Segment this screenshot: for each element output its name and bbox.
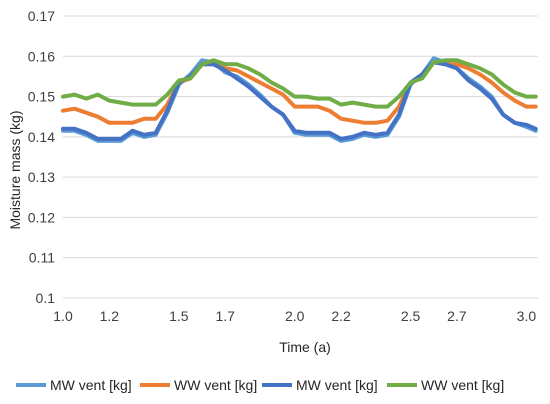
x-tick-label: 2.7 (447, 308, 467, 324)
legend: MW vent [kg] WW vent [kg] MW vent [kg] WW v… (16, 377, 504, 393)
y-tick-label: 0.16 (28, 48, 55, 64)
y-tick-label: 0.15 (28, 89, 55, 105)
x-tick-label: 1.0 (53, 308, 73, 324)
y-axis-title: Moisture mass (kg) (7, 110, 23, 229)
x-tick-label: 3.0 (517, 308, 537, 324)
x-tick-label: 2.5 (401, 308, 421, 324)
legend-label-1: MW vent [kg] (50, 377, 132, 393)
legend-label-2: WW vent [kg] (174, 377, 257, 393)
x-axis-tick-labels: 1.0 1.2 1.5 1.7 2.0 2.2 2.5 2.7 3.0 (53, 308, 536, 324)
y-tick-label: 0.1 (36, 290, 56, 306)
y-tick-label: 0.14 (28, 129, 55, 145)
gridlines (63, 15, 538, 299)
series-line-3 (61, 60, 538, 141)
legend-label-4: WW vent [kg] (421, 377, 504, 393)
y-tick-label: 0.13 (28, 169, 55, 185)
x-tick-label: 1.5 (169, 308, 189, 324)
y-tick-label: 0.12 (28, 209, 55, 225)
y-tick-label: 0.11 (29, 250, 55, 266)
series-line-2 (61, 60, 538, 125)
x-tick-label: 1.7 (215, 308, 235, 324)
x-tick-label: 2.2 (331, 308, 351, 324)
x-tick-label: 2.0 (285, 308, 305, 324)
y-axis-tick-labels: 0.1 0.11 0.12 0.13 0.14 0.15 0.16 0.17 (28, 8, 55, 306)
legend-label-3: MW vent [kg] (296, 377, 378, 393)
y-tick-label: 0.17 (28, 8, 55, 24)
series-lines (61, 56, 538, 143)
series-line-1 (61, 56, 538, 143)
series-line-4 (61, 58, 538, 109)
x-axis-title: Time (a) (279, 339, 331, 355)
x-tick-label: 1.2 (100, 308, 120, 324)
